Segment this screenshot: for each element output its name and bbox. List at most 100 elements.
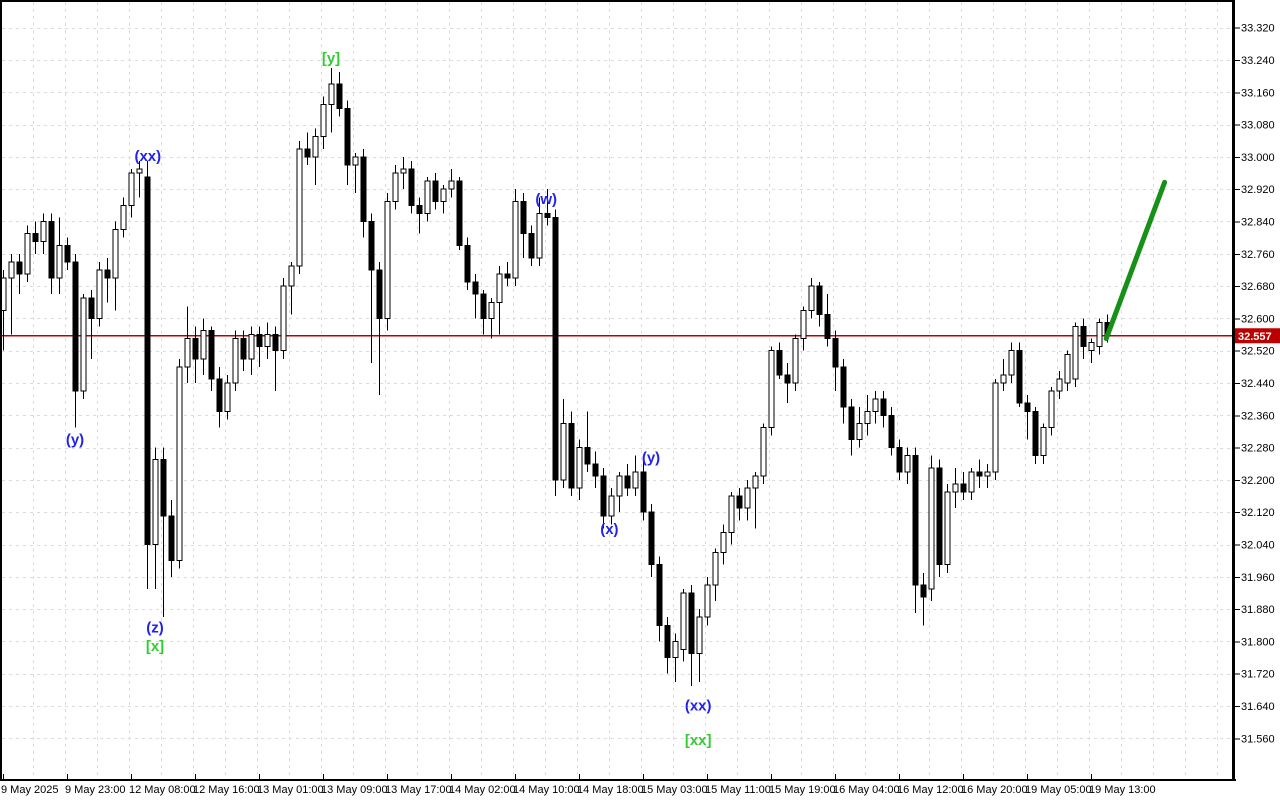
candle-bull: [448, 180, 455, 190]
time-tick-label: 16 May 04:00: [833, 784, 900, 796]
candle-bear: [408, 168, 415, 206]
candle-bull: [24, 233, 31, 275]
candle-bull: [496, 273, 503, 303]
candle-bear: [816, 285, 823, 315]
price-tick-label: 32.280: [1241, 443, 1275, 455]
candle-bear: [888, 414, 895, 449]
candle-bull: [928, 467, 935, 590]
candle-bull: [248, 334, 255, 360]
candle-bull: [200, 330, 207, 360]
time-tick-label: 15 May 19:00: [769, 784, 836, 796]
candle-bull: [8, 261, 15, 279]
candle-bull: [296, 148, 303, 267]
price-tick-label: 32.920: [1241, 184, 1275, 196]
candle-bear: [784, 374, 791, 384]
candle-bull: [952, 483, 959, 493]
candle-bull: [328, 83, 335, 105]
candle-bull: [632, 471, 639, 489]
candle-bull: [1088, 342, 1095, 352]
candle-bear: [840, 366, 847, 408]
candle-bull: [512, 200, 519, 279]
candle-bear: [880, 398, 887, 416]
candle-bull: [232, 338, 239, 384]
candle-bull: [128, 172, 135, 206]
price-tick-label: 32.360: [1241, 410, 1275, 422]
candle-bear: [344, 107, 351, 166]
time-tick-label: 12 May 08:00: [129, 784, 196, 796]
candle-bear: [88, 297, 95, 319]
candle-bear: [336, 83, 343, 109]
price-tick-label: 31.880: [1241, 604, 1275, 616]
candle-bear: [256, 334, 263, 348]
candle-bear: [168, 515, 175, 562]
price-tick-label: 32.760: [1241, 249, 1275, 261]
time-tick-label: 13 May 17:00: [385, 784, 452, 796]
candle-bull: [136, 168, 143, 174]
candle-bear: [272, 334, 279, 352]
candle-bull: [808, 285, 815, 311]
candle-bear: [1016, 350, 1023, 404]
candle-bull: [968, 471, 975, 493]
candle-bull: [1064, 354, 1071, 384]
candles: [0, 68, 1111, 686]
candle-bull: [872, 398, 879, 412]
candle-bear: [1080, 325, 1087, 348]
candle-bear: [520, 200, 527, 235]
candle-bull: [400, 168, 407, 174]
candle-bear: [568, 422, 575, 489]
price-axis[interactable]: 32.557 33.320 33.240 33.160 33.080 33.000 32.…: [1232, 0, 1280, 781]
time-tick-label: 12 May 16:00: [193, 784, 260, 796]
price-tick-label: 33.000: [1241, 152, 1275, 164]
candle-bear: [600, 475, 607, 517]
candle-bear: [544, 212, 551, 218]
candle-bull: [576, 447, 583, 489]
candle-bear: [240, 338, 247, 360]
candle-bear: [208, 330, 215, 380]
time-tick-label: 9 May 23:00: [65, 784, 126, 796]
candle-bear: [1032, 410, 1039, 457]
price-tick-label: 32.600: [1241, 313, 1275, 325]
candle-bear: [656, 564, 663, 626]
candle-bull: [96, 269, 103, 319]
candle-bull: [264, 334, 271, 348]
candle-bear: [624, 475, 631, 489]
price-tick-label: 32.120: [1241, 507, 1275, 519]
candle-bull: [680, 592, 687, 650]
candle-bear: [584, 447, 591, 465]
price-tick-label: 32.040: [1241, 540, 1275, 552]
candle-bear: [912, 455, 919, 586]
candle-bear: [920, 584, 927, 598]
candle-bear: [216, 378, 223, 412]
time-tick-label: 15 May 03:00: [641, 784, 708, 796]
candle-bull: [616, 475, 623, 497]
candle-bull: [40, 221, 47, 243]
price-tick-label: 32.200: [1241, 475, 1275, 487]
candle-bear: [1024, 402, 1031, 412]
candle-bull: [728, 495, 735, 533]
price-tick-label: 32.680: [1241, 281, 1275, 293]
time-tick-label: 14 May 18:00: [577, 784, 644, 796]
candle-bull: [56, 245, 63, 279]
candle-bear: [64, 245, 71, 263]
candle-bull: [80, 297, 87, 392]
candle-bear: [368, 221, 375, 271]
candle-bull: [760, 426, 767, 477]
time-tick-label: 13 May 09:00: [321, 784, 388, 796]
candle-bull: [560, 422, 567, 481]
grid: [2, 2, 1232, 779]
wave-label: [xx]: [685, 732, 712, 749]
candle-bull: [864, 410, 871, 424]
candle-bull: [768, 350, 775, 428]
candle-bear: [432, 180, 439, 202]
candle-bull: [1056, 378, 1063, 392]
price-tick-label: 31.960: [1241, 572, 1275, 584]
candle-bear: [72, 261, 79, 392]
price-tick-label: 33.080: [1241, 120, 1275, 132]
candle-bull: [184, 338, 191, 368]
candle-bull: [608, 495, 615, 517]
time-tick-label: 19 May 05:00: [1025, 784, 1092, 796]
candle-bull: [488, 301, 495, 319]
time-tick-label: 16 May 20:00: [961, 784, 1028, 796]
